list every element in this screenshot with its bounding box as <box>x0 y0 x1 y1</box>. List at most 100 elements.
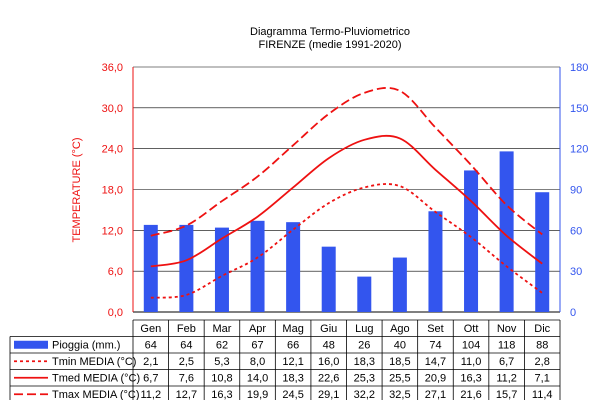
temp-line-dotted <box>150 183 543 299</box>
data-label: 25,5 <box>389 373 410 385</box>
data-label: 6,7 <box>499 356 514 368</box>
data-label: 22,6 <box>318 373 339 385</box>
legend-swatch-bar <box>14 340 48 349</box>
data-label: 24,5 <box>282 389 303 400</box>
rain-bar <box>535 192 550 312</box>
data-label: 16,3 <box>460 373 481 385</box>
data-label: 64 <box>180 340 192 352</box>
data-label: 32,5 <box>389 389 410 400</box>
chart-subtitle: FIRENZE (medie 1991-2020) <box>258 39 401 51</box>
data-label: 7,1 <box>535 373 550 385</box>
y-left-tick-label: 12,0 <box>102 225 123 237</box>
data-label: 32,2 <box>354 389 375 400</box>
legend-label: Tmax MEDIA (°C) <box>52 389 140 400</box>
y-left-tick-label: 18,0 <box>102 185 123 197</box>
data-label: 15,7 <box>496 389 517 400</box>
data-label: 25,3 <box>354 373 375 385</box>
data-label: 14,7 <box>425 356 446 368</box>
data-label: 16,3 <box>211 389 232 400</box>
rain-bar <box>392 257 407 312</box>
x-tick-label: Apr <box>249 323 266 335</box>
data-label: 2,5 <box>179 356 194 368</box>
data-label: 8,0 <box>250 356 265 368</box>
rain-bar <box>321 246 336 312</box>
x-tick-label: Mag <box>282 323 303 335</box>
y-right-tick-label: 30 <box>570 266 582 278</box>
data-label: 11,2 <box>496 373 517 385</box>
rain-bar <box>214 227 229 312</box>
data-label: 118 <box>498 340 516 352</box>
data-label: 11,4 <box>532 389 553 400</box>
data-label: 2,1 <box>143 356 158 368</box>
data-label: 12,7 <box>176 389 197 400</box>
rain-bar <box>428 211 443 312</box>
data-label: 104 <box>462 340 480 352</box>
data-label: 18,3 <box>354 356 375 368</box>
data-label: 18,5 <box>389 356 410 368</box>
data-label: 67 <box>251 340 263 352</box>
chart-title: Diagramma Termo-Pluviometrico <box>250 26 410 38</box>
data-label: 48 <box>323 340 335 352</box>
data-label: 20,9 <box>425 373 446 385</box>
y-left-tick-label: 24,0 <box>102 144 123 156</box>
x-tick-label: Set <box>427 323 444 335</box>
data-label: 40 <box>394 340 406 352</box>
data-label: 26 <box>358 340 370 352</box>
data-label: 6,7 <box>143 373 158 385</box>
x-tick-label: Nov <box>497 323 517 335</box>
data-table: Gen Feb Mar Apr Mag Giu Lug Ago Set Ott Nov Dic Piog… <box>9 319 561 400</box>
rain-bar <box>499 151 514 312</box>
data-label: 18,3 <box>282 373 303 385</box>
legend-label: Tmin MEDIA (°C) <box>52 356 136 368</box>
rain-bar <box>143 224 158 312</box>
rain-bar <box>179 224 194 312</box>
x-tick-label: Giu <box>320 323 337 335</box>
data-label: 10,8 <box>211 373 232 385</box>
data-label: 14,0 <box>247 373 268 385</box>
data-label: 12,1 <box>282 356 303 368</box>
data-label: 11,0 <box>461 356 482 368</box>
temp-line-dashed <box>150 87 543 237</box>
data-label: 29,1 <box>318 389 339 400</box>
data-label: 21,6 <box>460 389 481 400</box>
data-label: 5,3 <box>214 356 229 368</box>
x-tick-label: Feb <box>177 323 196 335</box>
y-right-tick-label: 0 <box>570 307 576 319</box>
data-label: 2,8 <box>535 356 550 368</box>
data-label: 19,9 <box>247 389 268 400</box>
legend-label: Pioggia (mm.) <box>52 340 120 352</box>
y-left-tick-label: 30,0 <box>102 103 123 115</box>
x-tick-label: Dic <box>534 323 550 335</box>
x-tick-label: Mar <box>212 323 231 335</box>
rain-bar <box>357 276 372 312</box>
data-label: 7,6 <box>179 373 194 385</box>
data-label: 66 <box>287 340 299 352</box>
legend-label: Tmed MEDIA (°C) <box>52 373 140 385</box>
data-label: 16,0 <box>318 356 339 368</box>
data-label: 74 <box>429 340 441 352</box>
rain-bar <box>250 220 265 312</box>
y-right-tick-label: 180 <box>570 62 588 74</box>
rain-bar <box>464 170 479 312</box>
y-right-tick-label: 90 <box>570 185 582 197</box>
x-tick-label: Lug <box>355 323 373 335</box>
temp-line-solid <box>150 134 543 268</box>
y-right-tick-label: 120 <box>570 144 588 156</box>
data-label: 64 <box>145 340 157 352</box>
y-left-tick-label: 6,0 <box>108 266 123 278</box>
y-right-tick-label: 60 <box>570 225 582 237</box>
data-label: 88 <box>536 340 548 352</box>
data-label: 27,1 <box>425 389 446 400</box>
plot-area: 0,0 0 6,0 30 12,0 60 18,0 90 24,0 120 30,0 150 36,0 1… <box>102 62 589 319</box>
y-right-tick-label: 150 <box>570 103 588 115</box>
y-left-tick-label: 0,0 <box>108 307 123 319</box>
rain-bar <box>286 222 301 312</box>
x-tick-label: Ott <box>464 323 479 335</box>
x-tick-label: Gen <box>140 323 161 335</box>
y-axis-left-label: TEMPERATURE (°C) <box>71 137 83 242</box>
x-tick-label: Ago <box>390 323 410 335</box>
y-left-tick-label: 36,0 <box>102 62 123 74</box>
data-label: 11,2 <box>140 389 161 400</box>
data-label: 62 <box>216 340 228 352</box>
